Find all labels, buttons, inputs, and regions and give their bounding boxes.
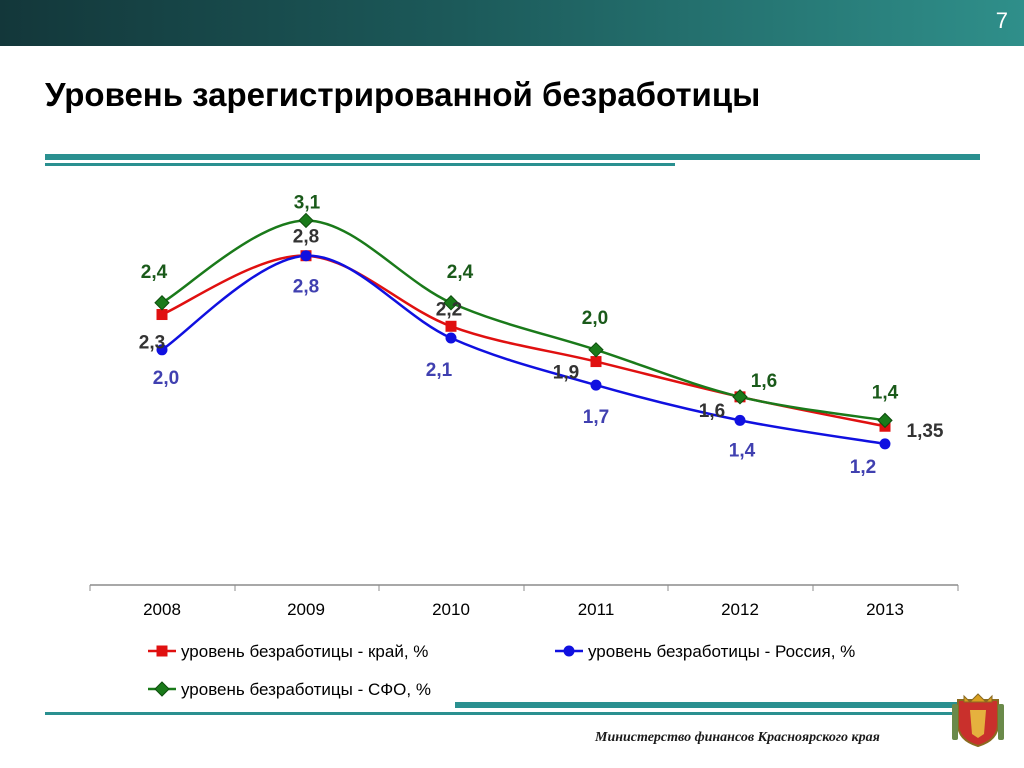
slide-number: 7 [995, 8, 1008, 33]
series-2-point-2011 [588, 342, 604, 358]
series-2-point-2010 [443, 295, 459, 311]
x-tick-label-2012: 2012 [721, 600, 759, 619]
legend-marker-1 [563, 645, 575, 657]
data-label-series-0-2009: 2,8 [293, 227, 319, 248]
series-1-point-2012 [734, 414, 746, 426]
data-label-series-0-2012: 1,6 [699, 401, 725, 422]
legend-label-1: уровень безработицы - Россия, % [588, 642, 855, 661]
data-label-series-2-2012: 1,6 [751, 371, 777, 392]
krasnoyarsk-coat-of-arms-icon [952, 693, 1004, 748]
data-label-series-1-2011: 1,7 [583, 407, 609, 428]
series-line-0 [161, 254, 886, 428]
data-label-series-2-2011: 2,0 [582, 308, 608, 329]
data-label-series-2-2009: 3,1 [294, 192, 321, 213]
series-line-2 [161, 219, 886, 422]
series-0-point-2008 [156, 309, 168, 321]
ministry-name: Министерство финансов Красноярского края [595, 730, 880, 745]
legend-label-0: уровень безработицы - край, % [181, 642, 428, 661]
data-label-series-0-2010: 2,2 [436, 299, 462, 320]
series-1-point-2013 [879, 438, 891, 450]
series-2-point-2009 [298, 212, 314, 229]
data-label-series-1-2010: 2,1 [426, 360, 453, 381]
slide-title: Уровень зарегистрированной безработицы [45, 76, 761, 113]
data-label-series-0-2013: 1,35 [907, 421, 944, 442]
data-label-series-2-2013: 1,4 [872, 382, 899, 403]
x-tick-label-2013: 2013 [866, 600, 904, 619]
series-1-point-2011 [590, 379, 602, 391]
data-label-series-2-2010: 2,4 [447, 262, 474, 283]
data-label-series-1-2009: 2,8 [293, 277, 319, 298]
series-2-point-2013 [877, 412, 893, 429]
x-tick-label-2008: 2008 [143, 600, 181, 619]
x-tick-label-2009: 2009 [287, 600, 325, 619]
series-1-point-2008 [156, 344, 168, 356]
data-label-series-2-2008: 2,4 [141, 262, 168, 283]
title-divider [45, 154, 980, 166]
footer-divider [45, 702, 980, 715]
data-label-series-1-2012: 1,4 [729, 440, 756, 461]
series-2-point-2008 [154, 295, 170, 311]
unemployment-line-chart: 2008 2009 2010 2011 2012 20132,32,82,21,91,61… [89, 192, 959, 699]
series-line-1 [161, 254, 886, 446]
series-1-point-2009 [300, 250, 312, 262]
series-0-point-2010 [445, 320, 457, 332]
series-1-point-2010 [445, 332, 457, 344]
x-tick-label-2010: 2010 [432, 600, 470, 619]
data-label-series-1-2013: 1,2 [850, 457, 876, 478]
top-banner: 7 [0, 0, 1024, 46]
legend-marker-2 [154, 681, 170, 697]
data-label-series-1-2008: 2,0 [153, 368, 179, 389]
series-2-point-2012 [732, 389, 748, 405]
data-label-series-0-2011: 1,9 [553, 363, 579, 384]
data-label-series-0-2008: 2,3 [139, 333, 165, 354]
legend-marker-0 [156, 645, 168, 657]
series-0-point-2011 [590, 356, 602, 368]
x-tick-label-2011: 2011 [578, 600, 615, 619]
legend-label-2: уровень безработицы - СФО, % [181, 680, 431, 699]
